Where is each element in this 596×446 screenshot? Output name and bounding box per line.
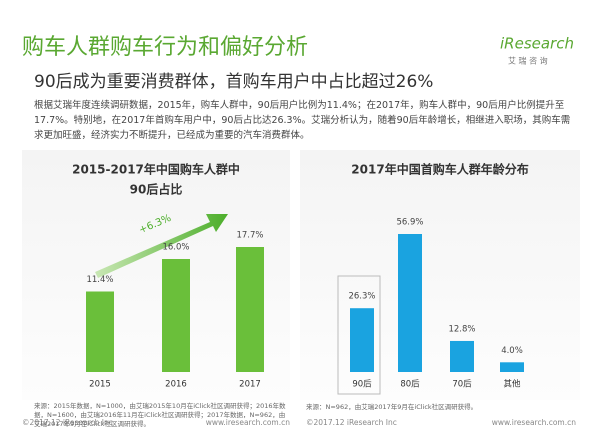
value-label: 17.7% (236, 231, 263, 241)
x-tick-label: 2017 (239, 380, 261, 390)
title: 购车人群购车行为和偏好分析 (22, 35, 308, 60)
highlight-box (337, 275, 381, 395)
footer-copyright: ©2017.12 iResearch Inc (306, 418, 397, 427)
footer-url: www.iresearch.com.cn (206, 418, 291, 427)
bar (350, 308, 374, 372)
source: 来源：N=962，由艾瑞2017年9月在iClick社区调研获得。 (306, 403, 478, 411)
value-label: 4.0% (501, 346, 523, 356)
value-label: 26.3% (348, 292, 375, 302)
x-tick-label: 2015 (89, 380, 111, 390)
bar (450, 340, 474, 372)
logo: iResearch (500, 35, 574, 53)
value-label: 56.9% (396, 218, 423, 228)
bar (398, 234, 422, 372)
paragraph: 根据艾瑞年度连续调研数据，2015年，购车人群中，90后用户比例为11.4%；在… (34, 100, 571, 141)
chart-title: 2015-2017年中国购车人群中 (72, 162, 240, 177)
x-tick-label: 其他 (503, 379, 521, 390)
chart-title: 2017年中国首购车人群年龄分布 (351, 162, 528, 177)
bar (500, 362, 524, 372)
value-label: 12.8% (448, 324, 475, 334)
x-tick-label: 90后 (352, 379, 372, 390)
footer-copyright: ©2017.12 iResearch Inc (22, 418, 113, 427)
source: 来源：2015年数据，N=1000，由艾瑞2015年10月在iClick社区调研… (34, 402, 286, 428)
logo-sub: 艾 瑞 咨 询 (508, 56, 548, 66)
x-tick-label: 2016 (165, 380, 187, 390)
bar (162, 259, 190, 372)
value-label: 11.4% (86, 275, 113, 285)
panel (300, 150, 580, 400)
x-tick-label: 70后 (452, 379, 472, 390)
footer-url: www.iresearch.com.cn (492, 418, 577, 427)
trend-arrow (95, 214, 228, 278)
value-label: 16.0% (162, 243, 189, 253)
bar (236, 247, 264, 372)
x-tick-label: 80后 (400, 379, 420, 390)
subtitle: 90后成为重要消费群体，首购车用户中占比超过26% (34, 72, 433, 92)
chart-title: 90后占比 (130, 182, 183, 197)
bar (86, 291, 114, 372)
